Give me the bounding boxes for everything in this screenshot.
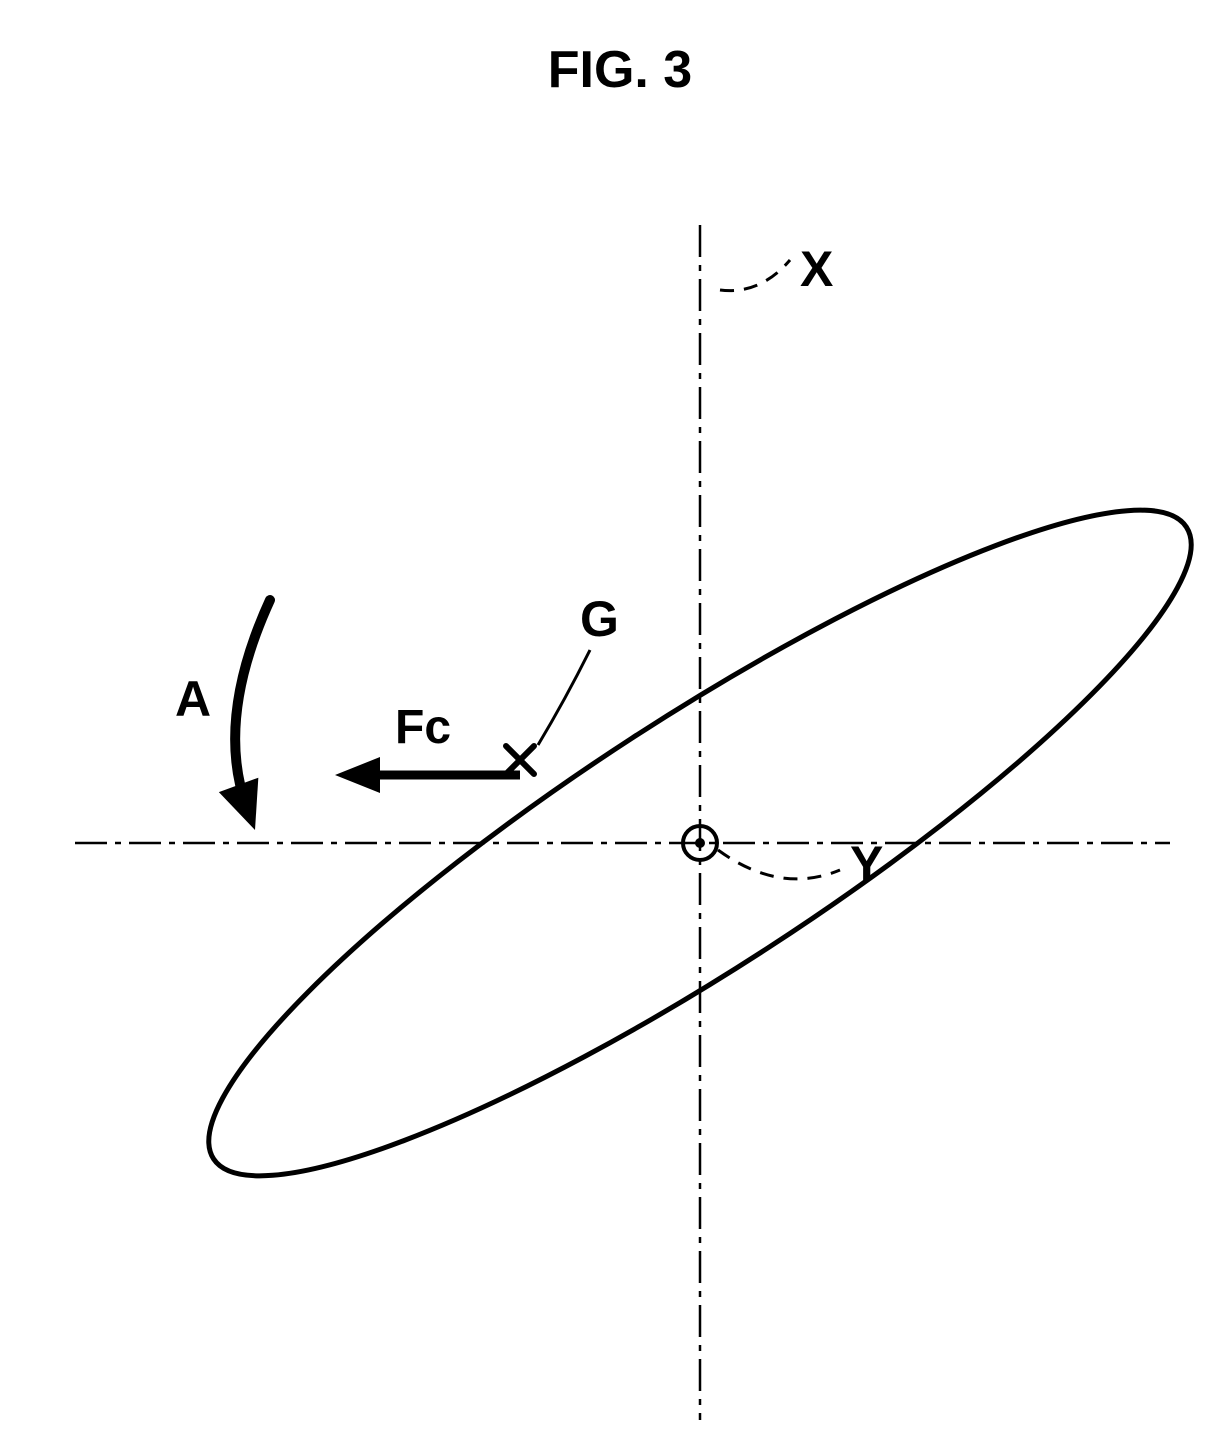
- label-a: A: [175, 670, 211, 728]
- cg-mark: [506, 746, 534, 774]
- y-leader: [718, 850, 840, 879]
- label-y: Y: [850, 835, 883, 893]
- x-leader: [720, 260, 790, 291]
- a-arrow: [219, 600, 270, 830]
- g-leader: [538, 650, 590, 745]
- label-x: X: [800, 240, 833, 298]
- fc-arrow: [335, 757, 520, 793]
- label-g: G: [580, 590, 619, 648]
- label-fc: Fc: [395, 700, 451, 755]
- origin-dot: [695, 838, 705, 848]
